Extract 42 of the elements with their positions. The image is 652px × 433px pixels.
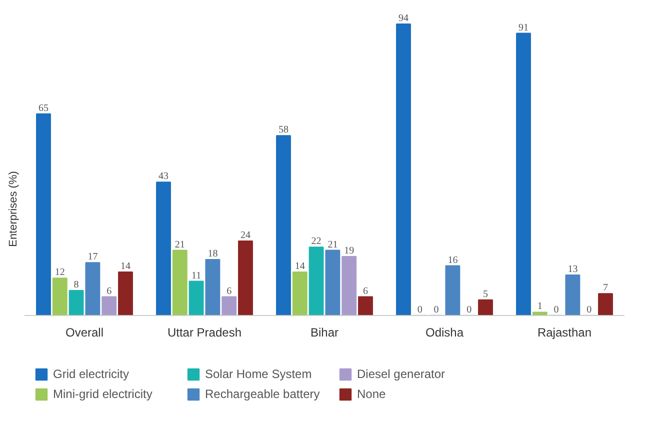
data-label: 16 <box>448 254 458 266</box>
data-label: 21 <box>174 239 185 250</box>
data-label: 6 <box>226 286 232 297</box>
legend-label: None <box>357 387 387 401</box>
data-label: 0 <box>586 304 592 316</box>
y-axis-title: Enterprises (%) <box>8 171 20 247</box>
data-label: 19 <box>344 245 354 256</box>
data-label: 18 <box>208 248 218 260</box>
data-label: 94 <box>398 12 408 24</box>
x-tick-label: Bihar <box>310 325 339 340</box>
x-tick-label: Odisha <box>425 325 464 340</box>
data-label: 0 <box>554 304 559 316</box>
legend-label: Diesel generator <box>357 367 446 381</box>
data-label: 65 <box>38 102 48 114</box>
data-label: 0 <box>417 304 422 316</box>
data-label: 6 <box>106 286 112 297</box>
data-label: 17 <box>88 252 98 263</box>
x-tick-label: Uttar Pradesh <box>167 325 242 340</box>
data-label: 58 <box>278 124 288 136</box>
legend-label: Mini-grid electricity <box>53 387 154 401</box>
data-label: 21 <box>328 239 338 250</box>
data-label: 1 <box>537 301 542 312</box>
legend-label: Grid electricity <box>53 367 130 381</box>
data-label: 6 <box>363 286 368 297</box>
x-tick-label: Overall <box>65 325 104 340</box>
data-label: 8 <box>74 280 79 291</box>
data-label: 14 <box>294 260 305 272</box>
data-label: 24 <box>240 230 250 241</box>
data-label: 12 <box>54 267 65 278</box>
data-label: 22 <box>311 236 322 248</box>
data-label: 91 <box>518 22 528 34</box>
data-label: 0 <box>466 304 472 316</box>
legend-label: Solar Home System <box>205 367 313 381</box>
data-label: 43 <box>158 171 168 182</box>
data-label: 14 <box>120 260 130 272</box>
data-label: 7 <box>603 282 608 294</box>
data-label: 11 <box>191 270 202 282</box>
data-label: 5 <box>483 288 488 300</box>
data-label: 13 <box>568 264 578 276</box>
x-tick-label: Rajasthan <box>537 325 592 340</box>
data-label: 0 <box>434 304 439 316</box>
legend-label: Rechargeable battery <box>205 387 321 401</box>
